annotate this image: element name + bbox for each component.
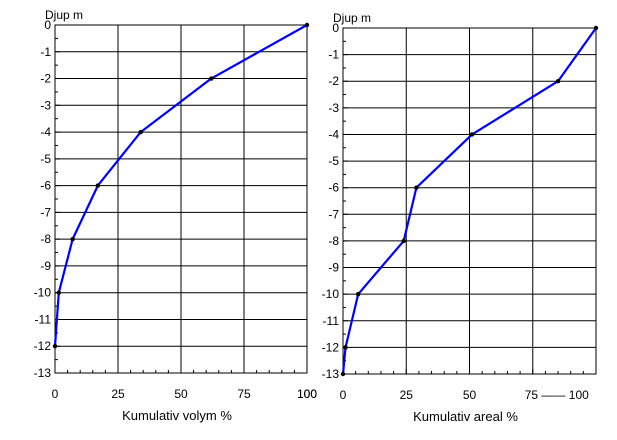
data-point [70, 236, 75, 242]
y-tick-label: -2 [328, 74, 339, 88]
y-tick-label: -1 [40, 45, 51, 59]
y-tick-label: -11 [323, 314, 340, 328]
y-tick-label: -13 [34, 366, 52, 380]
data-point [340, 371, 346, 377]
y-tick-label: -7 [40, 205, 51, 219]
y-tick-label: -6 [40, 179, 51, 193]
y-axis-label: Djup m [333, 11, 371, 25]
y-tick-label: -9 [40, 259, 51, 273]
y-tick-label: -10 [322, 287, 340, 301]
y-tick-label: -5 [328, 154, 339, 168]
y-tick-label: -3 [40, 98, 51, 112]
x-tick-label: 0 [340, 388, 347, 402]
data-point [555, 79, 561, 84]
plot-frame [342, 27, 597, 375]
y-tick-label: -12 [34, 339, 52, 353]
plot-frame [54, 24, 308, 374]
x-tick-label: 25 [111, 387, 125, 401]
x-axis-label: Kumulativ volym % [122, 408, 232, 423]
x-tick-label: 100 [297, 387, 317, 401]
chart-1: 0-1-2-3-4-5-6-7-8-9-10-11-12-130 25 50 75 10… [34, 8, 318, 423]
series-line [341, 27, 597, 375]
y-tick-label: -1 [328, 48, 339, 62]
data-point [138, 129, 143, 135]
data-point [414, 185, 419, 190]
x-axis-label: Kumulativ areal % [413, 409, 518, 424]
y-tick-label: 0 [332, 21, 339, 35]
data-point [209, 76, 214, 81]
y-tick-label: -5 [40, 152, 51, 166]
y-tick-label: -10 [34, 286, 52, 300]
data-point [95, 183, 101, 188]
y-tick-label: -13 [322, 367, 340, 381]
data-point [355, 291, 361, 297]
x-tick-label: 75 [237, 387, 251, 401]
y-tick-label: -4 [40, 125, 51, 139]
x-tick-label: 50 [463, 388, 477, 402]
x-tick-label: 75 —— 100 [525, 388, 589, 402]
y-tick-label: -2 [40, 72, 51, 86]
y-tick-label: -4 [328, 127, 339, 141]
y-tick-label: -12 [322, 340, 340, 354]
chart-2: 0-1-2-3-4-5-6-7-8-9-10-11-12-130 25 50 75 —… [322, 11, 599, 424]
y-tick-label: -7 [328, 207, 339, 221]
y-axis-label: Djup m [45, 8, 83, 22]
x-tick-label: 25 [400, 388, 414, 402]
data-point [469, 132, 475, 137]
data-point [56, 290, 61, 295]
data-point [52, 344, 58, 349]
data-point [593, 25, 599, 31]
y-tick-label: -3 [328, 101, 339, 115]
x-tick-label: 0 [52, 387, 59, 401]
x-tick-label: 100 [297, 387, 317, 401]
x-tick-label: 50 [174, 387, 188, 401]
y-tick-label: -9 [328, 261, 339, 275]
data-point [401, 238, 406, 244]
y-tick-label: -8 [40, 232, 51, 246]
y-tick-label: -8 [328, 234, 339, 248]
y-tick-label: 0 [44, 18, 51, 32]
data-point [343, 345, 348, 350]
y-tick-label: -6 [328, 181, 339, 195]
data-point [304, 22, 310, 28]
y-tick-label: -11 [35, 312, 52, 326]
